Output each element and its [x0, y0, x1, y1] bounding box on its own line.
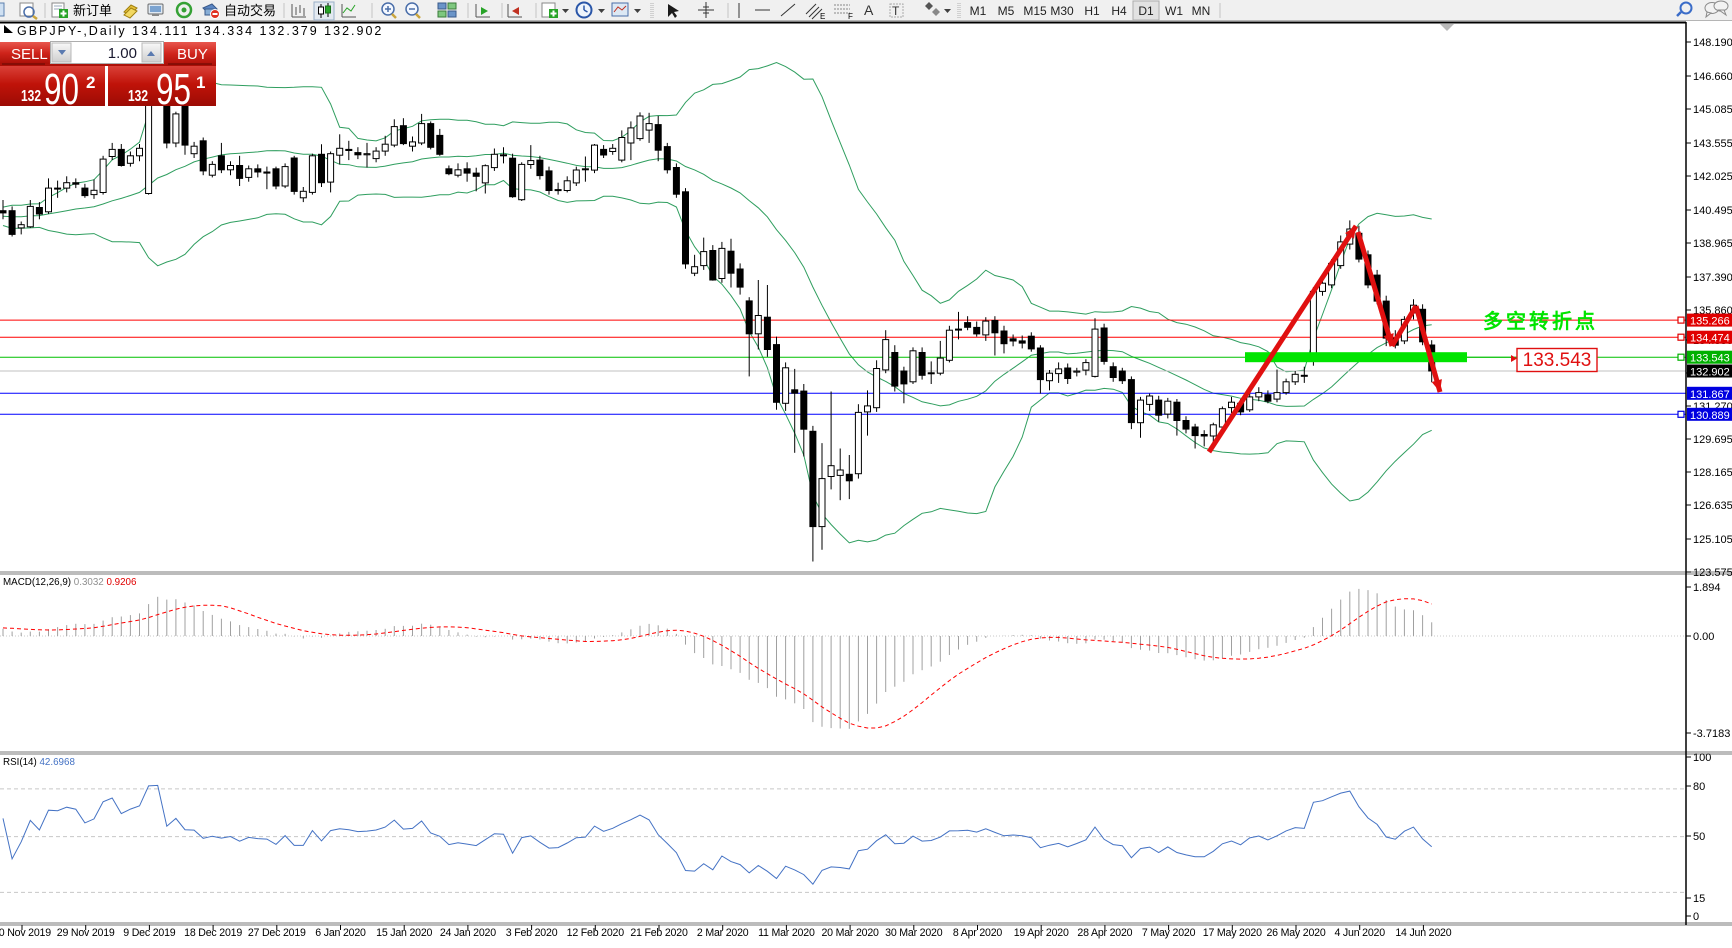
svg-text:140.495: 140.495 — [1693, 205, 1732, 217]
svg-text:0: 0 — [1693, 911, 1699, 923]
svg-text:新订单: 新订单 — [73, 3, 112, 18]
svg-text:GBPJPY-,Daily 134.111 134.334: GBPJPY-,Daily 134.111 134.334 132.379 13… — [17, 24, 383, 38]
svg-text:26 May 2020: 26 May 2020 — [1266, 927, 1325, 939]
svg-text:14 Jun 2020: 14 Jun 2020 — [1395, 927, 1451, 939]
svg-text:11 Mar 2020: 11 Mar 2020 — [758, 927, 815, 939]
svg-text:RSI(14) 42.6968: RSI(14) 42.6968 — [3, 757, 75, 768]
svg-text:T: T — [892, 4, 900, 18]
svg-text:132: 132 — [21, 88, 41, 105]
svg-text:129.695: 129.695 — [1693, 434, 1732, 446]
svg-text:148.190: 148.190 — [1693, 37, 1732, 49]
svg-text:H4: H4 — [1111, 4, 1127, 18]
svg-text:1: 1 — [196, 73, 205, 92]
svg-text:133.543: 133.543 — [1523, 350, 1592, 371]
svg-text:1.894: 1.894 — [1693, 582, 1721, 594]
svg-text:30 Mar 2020: 30 Mar 2020 — [885, 927, 943, 939]
svg-text:M30: M30 — [1050, 4, 1074, 18]
svg-text:BUY: BUY — [177, 46, 208, 63]
svg-text:133.543: 133.543 — [1690, 353, 1730, 365]
svg-text:128.165: 128.165 — [1693, 467, 1732, 479]
svg-text:138.965: 138.965 — [1693, 238, 1732, 250]
svg-text:24 Jan 2020: 24 Jan 2020 — [440, 927, 496, 939]
svg-text:M15: M15 — [1023, 4, 1047, 18]
svg-text:3 Feb 2020: 3 Feb 2020 — [506, 927, 558, 939]
svg-text:0.00: 0.00 — [1693, 631, 1714, 643]
svg-text:18 Dec 2019: 18 Dec 2019 — [184, 927, 242, 939]
svg-text:20 Nov 2019: 20 Nov 2019 — [0, 927, 51, 939]
svg-text:15 Jan 2020: 15 Jan 2020 — [376, 927, 432, 939]
svg-text:50: 50 — [1693, 831, 1705, 843]
svg-text:H1: H1 — [1084, 4, 1100, 18]
svg-text:M1: M1 — [970, 4, 987, 18]
svg-text:130.889: 130.889 — [1690, 410, 1730, 422]
svg-text:MN: MN — [1192, 4, 1211, 18]
svg-text:132: 132 — [128, 88, 148, 105]
svg-text:2: 2 — [86, 73, 95, 92]
svg-text:W1: W1 — [1165, 4, 1183, 18]
svg-text:29 Nov 2019: 29 Nov 2019 — [57, 927, 115, 939]
svg-text:21 Feb 2020: 21 Feb 2020 — [630, 927, 688, 939]
svg-text:100: 100 — [1693, 752, 1711, 764]
svg-text:134.474: 134.474 — [1690, 333, 1730, 345]
svg-text:MACD(12,26,9) 0.3032 0.9206: MACD(12,26,9) 0.3032 0.9206 — [3, 577, 137, 588]
svg-text:12 Feb 2020: 12 Feb 2020 — [567, 927, 625, 939]
svg-text:137.390: 137.390 — [1693, 272, 1732, 284]
svg-text:-3.7183: -3.7183 — [1693, 728, 1730, 740]
svg-text:146.660: 146.660 — [1693, 71, 1732, 83]
svg-text:27 Dec 2019: 27 Dec 2019 — [248, 927, 306, 939]
svg-text:9 Dec 2019: 9 Dec 2019 — [123, 927, 175, 939]
svg-text:143.555: 143.555 — [1693, 138, 1732, 150]
svg-text:自动交易: 自动交易 — [224, 3, 276, 18]
svg-text:17 May 2020: 17 May 2020 — [1203, 927, 1262, 939]
svg-text:M5: M5 — [998, 4, 1015, 18]
svg-text:8 Apr 2020: 8 Apr 2020 — [953, 927, 1003, 939]
svg-text:131.867: 131.867 — [1690, 389, 1730, 401]
svg-text:20 Mar 2020: 20 Mar 2020 — [821, 927, 879, 939]
svg-text:19 Apr 2020: 19 Apr 2020 — [1014, 927, 1069, 939]
svg-text:1.00: 1.00 — [108, 45, 137, 62]
svg-text:135.266: 135.266 — [1690, 316, 1730, 328]
svg-text:多空转折点: 多空转折点 — [1483, 309, 1598, 333]
svg-text:28 Apr 2020: 28 Apr 2020 — [1077, 927, 1132, 939]
svg-text:95: 95 — [156, 65, 191, 114]
svg-text:SELL: SELL — [11, 46, 48, 63]
svg-text:80: 80 — [1693, 781, 1705, 793]
svg-text:90: 90 — [44, 65, 79, 114]
svg-text:F: F — [848, 12, 853, 21]
svg-text:132.902: 132.902 — [1690, 367, 1730, 379]
svg-text:E: E — [820, 12, 825, 21]
svg-text:2 Mar 2020: 2 Mar 2020 — [697, 927, 749, 939]
svg-text:7 May 2020: 7 May 2020 — [1142, 927, 1196, 939]
svg-text:4 Jun 2020: 4 Jun 2020 — [1334, 927, 1385, 939]
svg-text:126.635: 126.635 — [1693, 500, 1732, 512]
svg-text:123.575: 123.575 — [1693, 567, 1732, 579]
svg-text:D1: D1 — [1138, 4, 1154, 18]
svg-text:145.085: 145.085 — [1693, 104, 1732, 116]
svg-text:125.105: 125.105 — [1693, 534, 1732, 546]
svg-text:6 Jan 2020: 6 Jan 2020 — [315, 927, 366, 939]
svg-text:15: 15 — [1693, 893, 1705, 905]
svg-text:142.025: 142.025 — [1693, 171, 1732, 183]
svg-text:A: A — [864, 2, 874, 18]
